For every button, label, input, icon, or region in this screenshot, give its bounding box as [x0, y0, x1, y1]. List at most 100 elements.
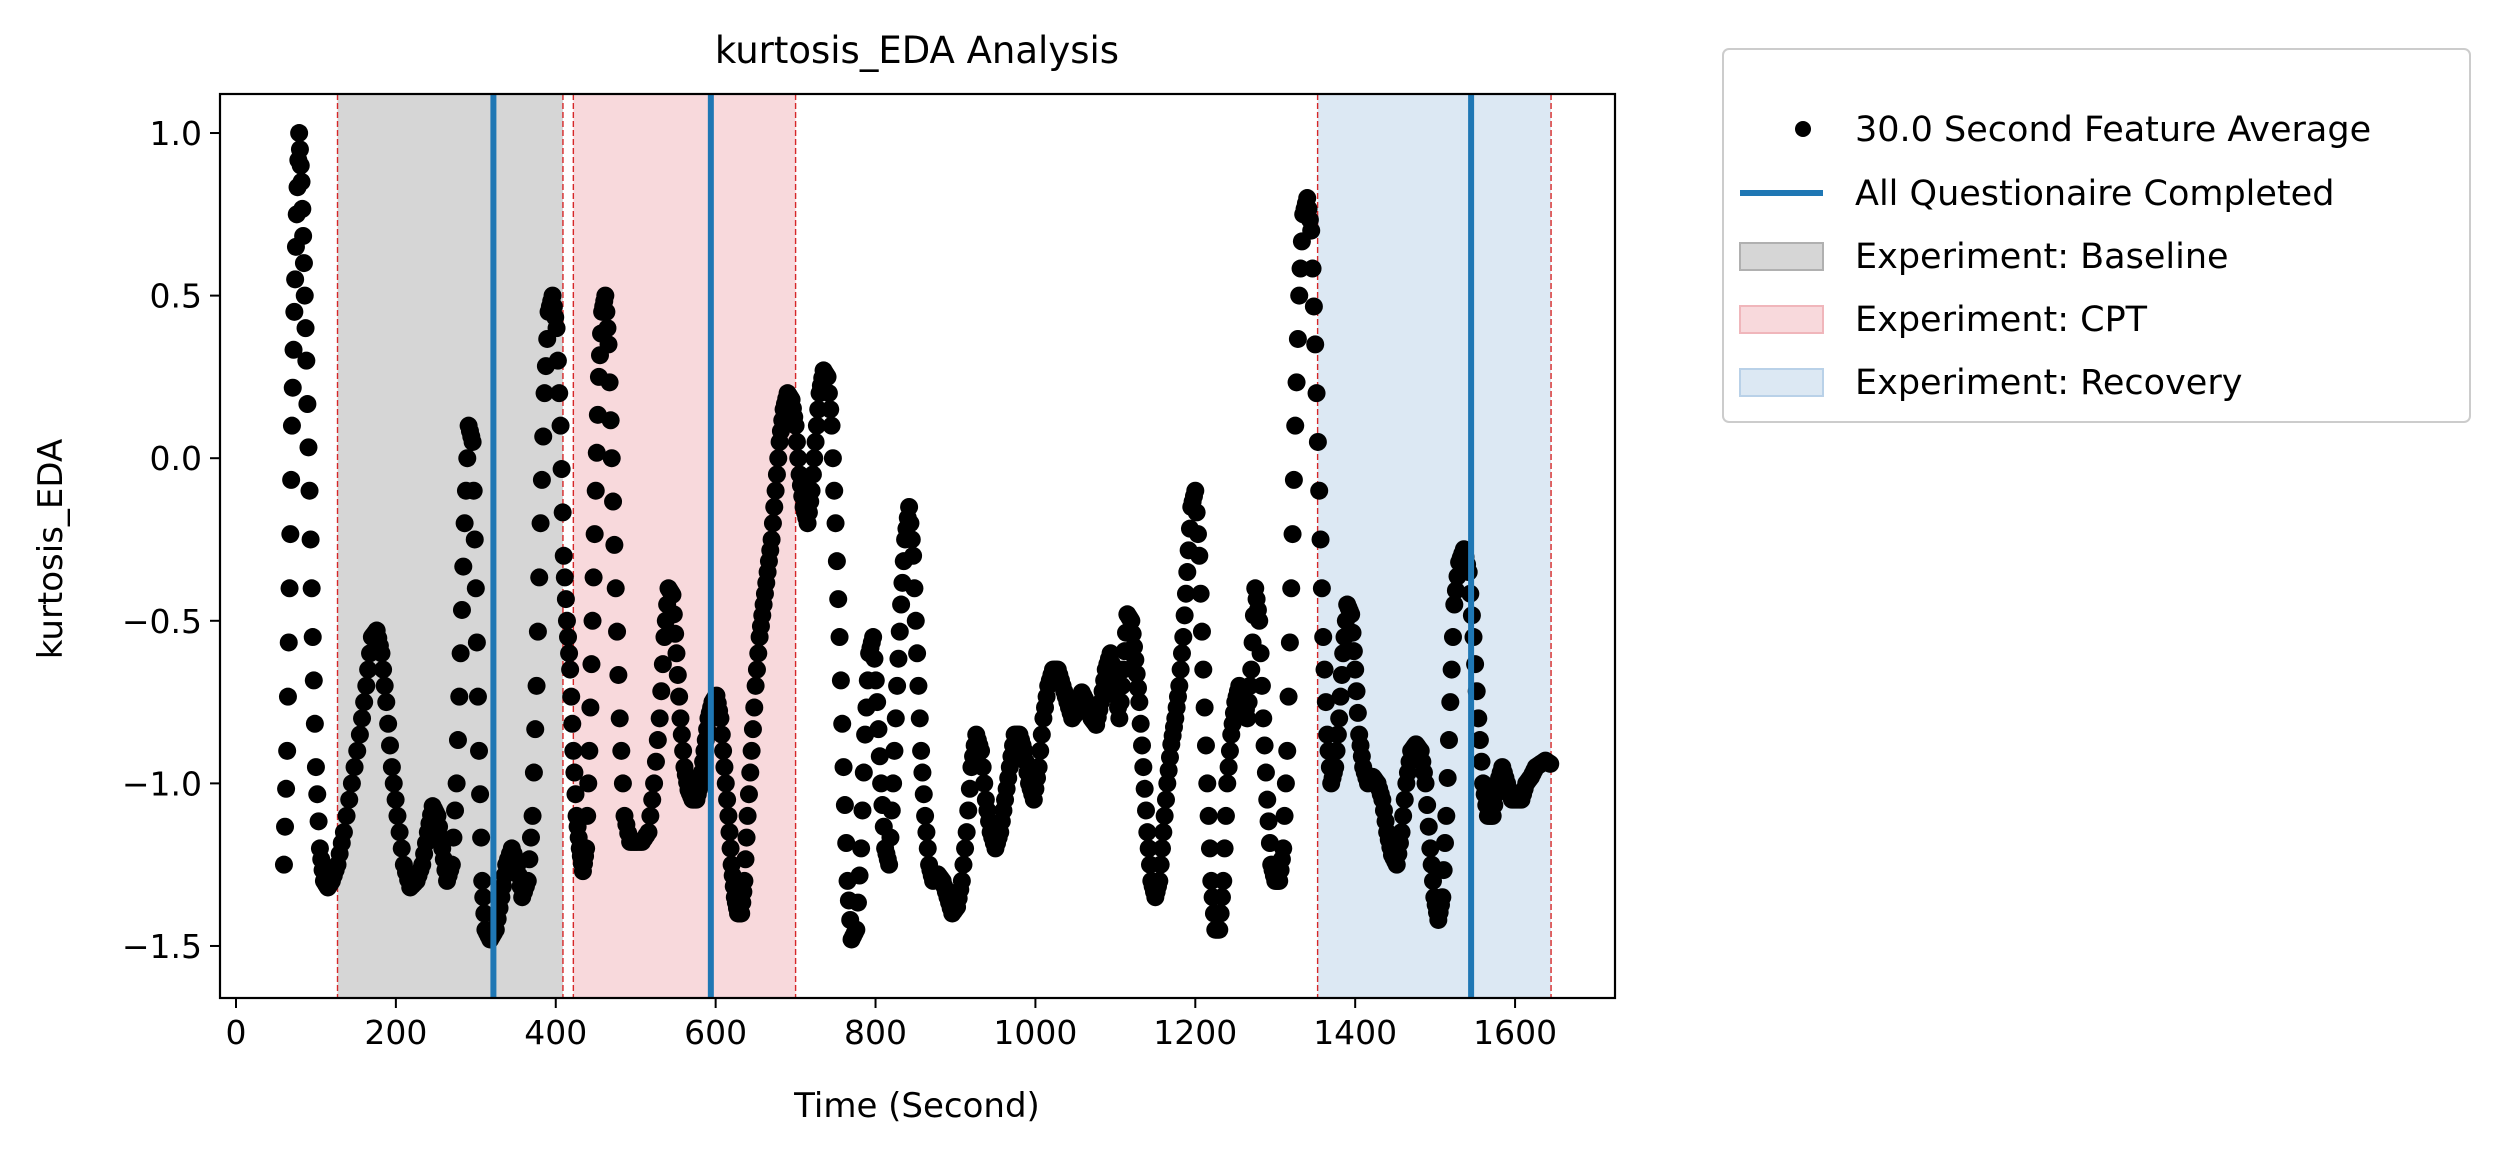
data-point: [905, 579, 924, 598]
data-point: [374, 660, 393, 679]
data-point: [531, 514, 550, 533]
data-point: [769, 449, 788, 468]
data-point: [340, 790, 359, 809]
data-point: [1238, 709, 1257, 728]
data-point: [1196, 736, 1215, 755]
data-point: [580, 741, 599, 760]
data-point: [960, 779, 979, 798]
legend-frame: [1722, 48, 2471, 423]
data-point: [1328, 725, 1347, 744]
data-point: [1308, 432, 1327, 451]
data-point: [914, 785, 933, 804]
data-point: [1331, 687, 1350, 706]
data-point: [301, 530, 320, 549]
data-point: [308, 785, 327, 804]
data-point: [829, 590, 848, 609]
data-point: [470, 741, 489, 760]
data-point: [382, 758, 401, 777]
x-tick-label: 1200: [1153, 1013, 1237, 1052]
data-point: [1155, 806, 1174, 825]
data-point: [1134, 758, 1153, 777]
data-point: [528, 622, 547, 641]
data-point: [1156, 790, 1175, 809]
data-point: [1130, 693, 1149, 712]
data-point: [348, 741, 367, 760]
data-point: [534, 427, 553, 446]
y-tick-label: 0.5: [150, 277, 202, 316]
data-point: [672, 725, 691, 744]
data-point: [295, 286, 314, 305]
x-tick-label: 0: [225, 1013, 246, 1052]
data-point: [853, 801, 872, 820]
data-point: [278, 741, 297, 760]
data-point: [819, 384, 838, 403]
data-point: [359, 660, 378, 679]
data-point: [807, 416, 826, 435]
data-point: [447, 774, 466, 793]
data-point: [1125, 637, 1144, 656]
data-point: [559, 628, 578, 647]
data-point: [1216, 806, 1235, 825]
data-point: [952, 871, 971, 890]
data-point: [355, 693, 374, 712]
data-point: [1255, 736, 1274, 755]
data-point: [553, 503, 572, 522]
data-point: [1211, 904, 1230, 923]
data-point: [888, 676, 907, 695]
data-point: [826, 514, 845, 533]
data-point: [742, 741, 761, 760]
data-point: [866, 671, 885, 690]
data-point: [747, 660, 766, 679]
data-point: [1160, 748, 1179, 767]
data-point: [870, 747, 889, 766]
data-point: [280, 579, 299, 598]
data-point: [306, 758, 325, 777]
data-point: [599, 335, 618, 354]
data-point: [767, 465, 786, 484]
data-point: [1131, 714, 1150, 733]
data-point: [1218, 774, 1237, 793]
data-point: [1151, 855, 1170, 874]
data-point: [290, 140, 309, 159]
data-point: [1113, 676, 1132, 695]
y-tick-label: −0.5: [122, 602, 202, 641]
data-point: [959, 801, 978, 820]
data-point: [372, 644, 391, 663]
data-point: [910, 709, 929, 728]
data-point: [584, 568, 603, 587]
data-point: [1127, 664, 1146, 683]
data-point: [1123, 624, 1142, 643]
data-point: [1284, 470, 1303, 489]
data-point: [532, 470, 551, 489]
data-point: [1122, 611, 1141, 630]
data-point: [1190, 546, 1209, 565]
data-point: [712, 725, 731, 744]
data-point: [743, 720, 762, 739]
data-point: [1443, 628, 1462, 647]
data-point: [548, 351, 567, 370]
data-point: [1315, 660, 1334, 679]
data-point: [975, 774, 994, 793]
data-point: [596, 286, 615, 305]
data-point: [1172, 644, 1191, 663]
data-point: [1438, 768, 1457, 787]
data-point: [787, 432, 806, 451]
data-point: [577, 839, 596, 858]
data-point: [1187, 503, 1206, 522]
data-point: [720, 823, 739, 842]
y-tick-label: −1.0: [122, 764, 202, 803]
data-point: [1174, 628, 1193, 647]
legend-label-questionnaire: All Questionaire Completed: [1855, 174, 2334, 214]
data-point: [765, 497, 784, 516]
data-point: [292, 172, 311, 191]
data-point: [918, 839, 937, 858]
data-point: [763, 514, 782, 533]
data-point: [286, 270, 305, 289]
data-point: [1287, 373, 1306, 392]
data-point: [586, 481, 605, 500]
x-tick-label: 200: [364, 1013, 427, 1052]
data-point: [1282, 579, 1301, 598]
data-point: [612, 741, 631, 760]
data-point: [1311, 530, 1330, 549]
data-point: [957, 823, 976, 842]
